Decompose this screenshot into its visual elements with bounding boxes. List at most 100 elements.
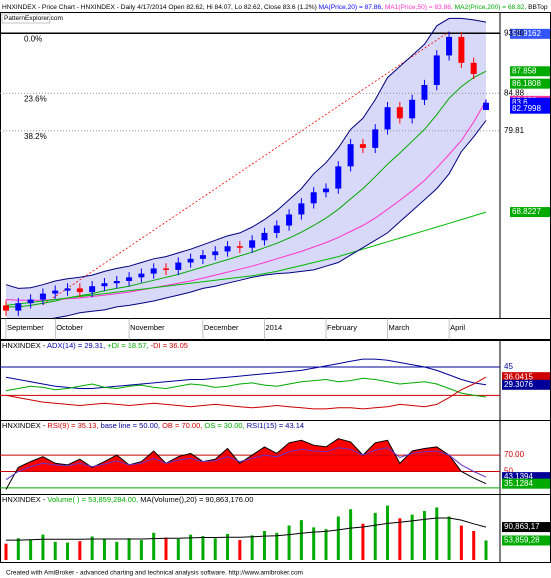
- volume-bar: [386, 505, 390, 560]
- title-part: Volume( ) = 53,859,284.00,: [47, 495, 140, 504]
- title-part: RSI1(15) = 43.14: [247, 421, 304, 430]
- price-label: 84.88: [504, 88, 525, 97]
- candle-body: [52, 290, 59, 294]
- price-label: 86.1808: [512, 79, 541, 88]
- volume-bar: [90, 536, 94, 560]
- candle-body: [126, 277, 133, 282]
- level-label: 45: [504, 362, 513, 371]
- volume-bar: [299, 520, 303, 560]
- x-tick-label: April: [450, 323, 465, 332]
- volume-bar: [262, 531, 266, 560]
- candle-body: [27, 299, 34, 304]
- logo-box: [1, 13, 51, 24]
- candle-body: [359, 144, 366, 148]
- panel-title: HNXINDEX - ADX(14) = 29.31, +DI = 18.57,…: [2, 341, 188, 350]
- price-label: 83.6: [512, 98, 528, 107]
- candle-body: [347, 144, 354, 167]
- volume-bar: [176, 538, 180, 560]
- title-part: -DI = 36.05: [151, 341, 188, 350]
- candle-body: [261, 232, 268, 241]
- title-part: BBTop: [528, 4, 548, 11]
- candle-body: [76, 288, 83, 293]
- candle-body: [187, 258, 194, 263]
- volume-bar: [472, 531, 476, 560]
- candle-body: [3, 305, 9, 311]
- candle-body: [273, 225, 280, 233]
- price-label-box: [510, 28, 550, 39]
- volume-bar: [324, 529, 328, 560]
- volume-bar: [250, 535, 254, 560]
- volume-bar: [361, 523, 365, 560]
- title-part: HNXINDEX -: [2, 341, 47, 350]
- candle-body: [113, 281, 120, 284]
- indicator-line: [5, 120, 487, 326]
- title-part: MA(Price,20) = 87.86,: [319, 4, 385, 11]
- candle-body: [101, 283, 108, 287]
- candle-body: [64, 288, 71, 291]
- x-tick-label: 2014: [265, 323, 282, 332]
- volume-bar: [41, 534, 45, 560]
- price-label-box: [510, 78, 550, 89]
- indicator-line: [5, 376, 487, 410]
- end-label-box: [502, 372, 550, 383]
- volume-bar: [16, 538, 20, 560]
- title-part: HNXINDEX -: [2, 421, 47, 430]
- candle-body: [163, 268, 169, 270]
- volume-bar: [459, 525, 463, 560]
- candle-body: [384, 107, 391, 130]
- fib-label: 23.6%: [24, 94, 47, 103]
- volume-bar: [226, 533, 230, 560]
- end-label: 29.3076: [504, 380, 533, 389]
- end-label-box: [502, 472, 550, 483]
- end-label: 35.1284: [504, 479, 533, 488]
- end-label: 53,859,28: [504, 536, 540, 545]
- price-label-box: [510, 66, 550, 77]
- candle-body: [310, 192, 317, 204]
- price-label-box: [510, 207, 550, 218]
- price-label: 68.8227: [512, 207, 541, 216]
- candle-body: [175, 262, 182, 270]
- end-label: 90,863,17: [504, 522, 540, 531]
- price-label: 92.9162: [512, 29, 541, 38]
- volume-bar: [164, 537, 168, 560]
- candle-body: [323, 188, 329, 193]
- x-tick-label: March: [389, 323, 410, 332]
- end-label-box: [502, 522, 550, 533]
- trendline: [42, 31, 450, 306]
- band-fill: [6, 18, 486, 326]
- indicator-line: [5, 211, 487, 306]
- volume-bar: [238, 540, 242, 560]
- level-label: 70.00: [504, 450, 525, 459]
- candle-body: [446, 36, 453, 56]
- candle-body: [212, 251, 219, 256]
- panel-title: HNXINDEX - Price Chart - HNXINDEX - Dail…: [2, 4, 548, 11]
- title-part: HNXINDEX - Price Chart - HNXINDEX - Dail…: [2, 4, 319, 11]
- candle-body: [236, 246, 243, 248]
- candle-body: [433, 55, 440, 86]
- volume-bar: [53, 541, 57, 560]
- title-part: MA1(Price,50) = 83.86,: [385, 4, 455, 11]
- title-part: MA2(Price,200) = 68.82,: [455, 4, 528, 11]
- volume-bar: [213, 538, 217, 560]
- candle-body: [298, 203, 305, 215]
- candle-body: [89, 286, 96, 293]
- candle-body: [249, 240, 256, 248]
- x-tick-label: February: [327, 323, 357, 332]
- title-part: OS = 30.00,: [204, 421, 246, 430]
- candle-body: [409, 99, 416, 119]
- level-label: 50: [504, 467, 513, 476]
- indicator-line: [5, 358, 487, 389]
- candle-body: [138, 273, 145, 278]
- volume-bar: [484, 540, 488, 560]
- indicator-line: [6, 70, 487, 308]
- volume-bar: [312, 527, 316, 560]
- candle-body: [470, 62, 477, 74]
- volume-bar: [29, 540, 33, 560]
- volume-bar: [66, 542, 70, 560]
- candle-body: [421, 85, 428, 100]
- indicator-line: [5, 447, 487, 481]
- volume-bar: [422, 511, 426, 560]
- title-part: ADX(14) = 29.31,: [47, 341, 107, 350]
- footer: Created with AmiBroker - advanced charti…: [6, 570, 303, 577]
- end-label-box: [502, 535, 550, 546]
